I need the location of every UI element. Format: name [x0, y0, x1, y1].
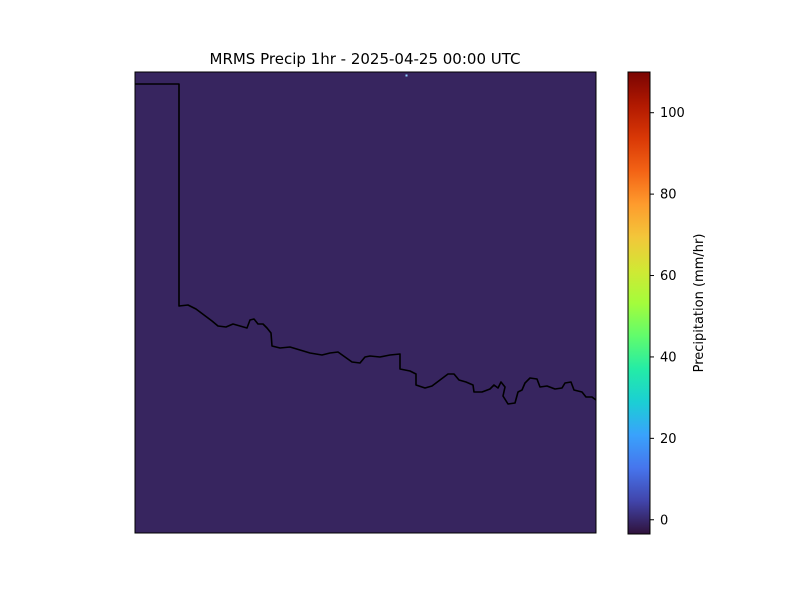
map-title: MRMS Precip 1hr - 2025-04-25 00:00 UTC	[210, 50, 521, 68]
precip-field	[135, 72, 596, 533]
colorbar-tick-label: 80	[660, 188, 677, 203]
map-frame	[134, 71, 597, 534]
colorbar-label: Precipitation (mm/hr)	[692, 234, 707, 373]
colorbar-tick-label: 60	[660, 269, 677, 284]
colorbar-tick-label: 100	[660, 106, 685, 121]
colorbar-tick-label: 0	[660, 513, 668, 528]
map-panel[interactable]	[134, 71, 597, 534]
colorbar-tick-label: 40	[660, 350, 677, 365]
colorbar-ticks: 0 20 40 60 80 100	[650, 106, 685, 528]
colorbar-tick-label: 20	[660, 432, 677, 447]
colorbar: 0 20 40 60 80 100 Precipitation (mm/hr)	[627, 71, 707, 535]
state-boundary-line	[135, 83, 596, 405]
precip-speck	[405, 74, 408, 77]
colorbar-frame	[627, 71, 651, 535]
colorbar-gradient	[628, 72, 650, 534]
